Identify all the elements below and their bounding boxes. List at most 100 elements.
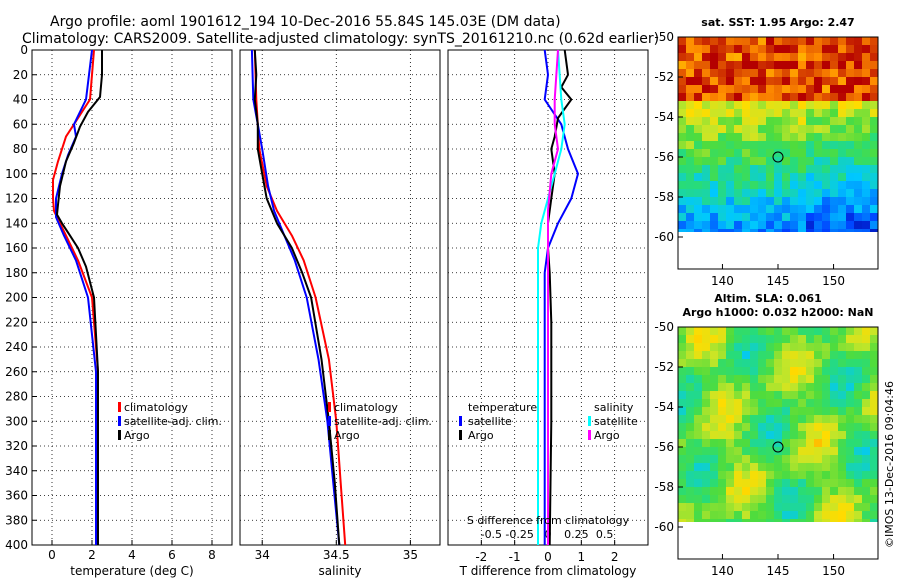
- heatmap-cell: [854, 149, 862, 157]
- heatmap-cell: [702, 229, 710, 232]
- heatmap-cell: [694, 391, 702, 399]
- heatmap-cell: [870, 439, 878, 447]
- heatmap-cell: [710, 229, 718, 232]
- heatmap-cell: [686, 77, 694, 85]
- heatmap-cell: [846, 391, 854, 399]
- heatmap-cell: [702, 359, 710, 367]
- heatmap-cell: [702, 415, 710, 423]
- heatmap-cell: [678, 359, 686, 367]
- heatmap-cell: [798, 165, 806, 173]
- heatmap-cell: [806, 359, 814, 367]
- heatmap-cell: [814, 133, 822, 141]
- heatmap-cell: [782, 343, 790, 351]
- heatmap-cell: [758, 495, 766, 503]
- x-tick-label: 0: [544, 550, 552, 564]
- heatmap-cell: [838, 351, 846, 359]
- heatmap-cell: [822, 205, 830, 213]
- sla-map-title-line2: Argo h1000: 0.032 h2000: NaN: [682, 306, 873, 319]
- heatmap-cell: [806, 141, 814, 149]
- heatmap-cell: [830, 327, 838, 335]
- heatmap-cell: [822, 197, 830, 205]
- heatmap-cell: [862, 359, 870, 367]
- heatmap-cell: [766, 61, 774, 69]
- heatmap-cell: [782, 463, 790, 471]
- heatmap-cell: [726, 471, 734, 479]
- heatmap-cell: [718, 53, 726, 61]
- x-tick-label: -2: [475, 550, 487, 564]
- heatmap-cell: [854, 181, 862, 189]
- heatmap-cell: [822, 335, 830, 343]
- heatmap-cell: [734, 149, 742, 157]
- map-y-tick-label: -56: [654, 150, 674, 164]
- heatmap-cell: [862, 189, 870, 197]
- heatmap-cell: [870, 229, 878, 232]
- heatmap-cell: [686, 375, 694, 383]
- heatmap-cell: [814, 37, 822, 45]
- heatmap-cell: [734, 335, 742, 343]
- heatmap-cell: [798, 149, 806, 157]
- heatmap-cell: [846, 343, 854, 351]
- heatmap-cell: [686, 351, 694, 359]
- map-x-tick-label: 140: [711, 274, 734, 288]
- heatmap-cell: [814, 77, 822, 85]
- heatmap-cell: [766, 431, 774, 439]
- heatmap-cell: [710, 213, 718, 221]
- heatmap-cell: [790, 125, 798, 133]
- heatmap-cell: [686, 61, 694, 69]
- heatmap-cell: [862, 37, 870, 45]
- heatmap-cell: [870, 399, 878, 407]
- heatmap-cell: [702, 511, 710, 519]
- heatmap-cell: [742, 101, 750, 109]
- heatmap-cell: [694, 101, 702, 109]
- heatmap-cell: [790, 447, 798, 455]
- legend-label-s-satellite: satellite: [594, 415, 638, 428]
- heatmap-cell: [702, 343, 710, 351]
- heatmap-cell: [742, 69, 750, 77]
- heatmap-cell: [766, 495, 774, 503]
- heatmap-cell: [822, 415, 830, 423]
- heatmap-cell: [710, 447, 718, 455]
- heatmap-cell: [702, 109, 710, 117]
- heatmap-cell: [782, 77, 790, 85]
- heatmap-cell: [734, 37, 742, 45]
- heatmap-cell: [718, 69, 726, 77]
- heatmap-cell: [798, 383, 806, 391]
- heatmap-cell: [790, 45, 798, 53]
- heatmap-cell: [718, 439, 726, 447]
- heatmap-cell: [814, 391, 822, 399]
- heatmap-cell: [830, 77, 838, 85]
- map-x-tick-label: 140: [711, 564, 734, 578]
- heatmap-cell: [782, 519, 790, 522]
- x-tick-label: 2: [88, 548, 96, 562]
- heatmap-cell: [822, 157, 830, 165]
- heatmap-cell: [782, 181, 790, 189]
- heatmap-cell: [846, 69, 854, 77]
- legend-label-argo: Argo: [124, 429, 150, 442]
- heatmap-cell: [870, 133, 878, 141]
- heatmap-cell: [830, 359, 838, 367]
- heatmap-cell: [678, 61, 686, 69]
- heatmap-cell: [734, 69, 742, 77]
- heatmap-cell: [838, 455, 846, 463]
- heatmap-cell: [702, 221, 710, 229]
- heatmap-cell: [750, 149, 758, 157]
- heatmap-cell: [726, 85, 734, 93]
- heatmap-cell: [702, 471, 710, 479]
- heatmap-cell: [822, 375, 830, 383]
- heatmap-cell: [806, 423, 814, 431]
- heatmap-cell: [678, 205, 686, 213]
- heatmap-cell: [854, 53, 862, 61]
- heatmap-cell: [742, 495, 750, 503]
- heatmap-cell: [790, 205, 798, 213]
- heatmap-cell: [798, 181, 806, 189]
- heatmap-cell: [726, 93, 734, 101]
- heatmap-cell: [814, 351, 822, 359]
- heatmap-cell: [774, 197, 782, 205]
- heatmap-cell: [750, 85, 758, 93]
- heatmap-cell: [822, 463, 830, 471]
- heatmap-cell: [742, 221, 750, 229]
- heatmap-cell: [726, 45, 734, 53]
- heatmap-cell: [790, 229, 798, 232]
- heatmap-cell: [838, 197, 846, 205]
- salinity-panel: 34 34.5 35 salinity climatology satellite-…: [239, 49, 441, 578]
